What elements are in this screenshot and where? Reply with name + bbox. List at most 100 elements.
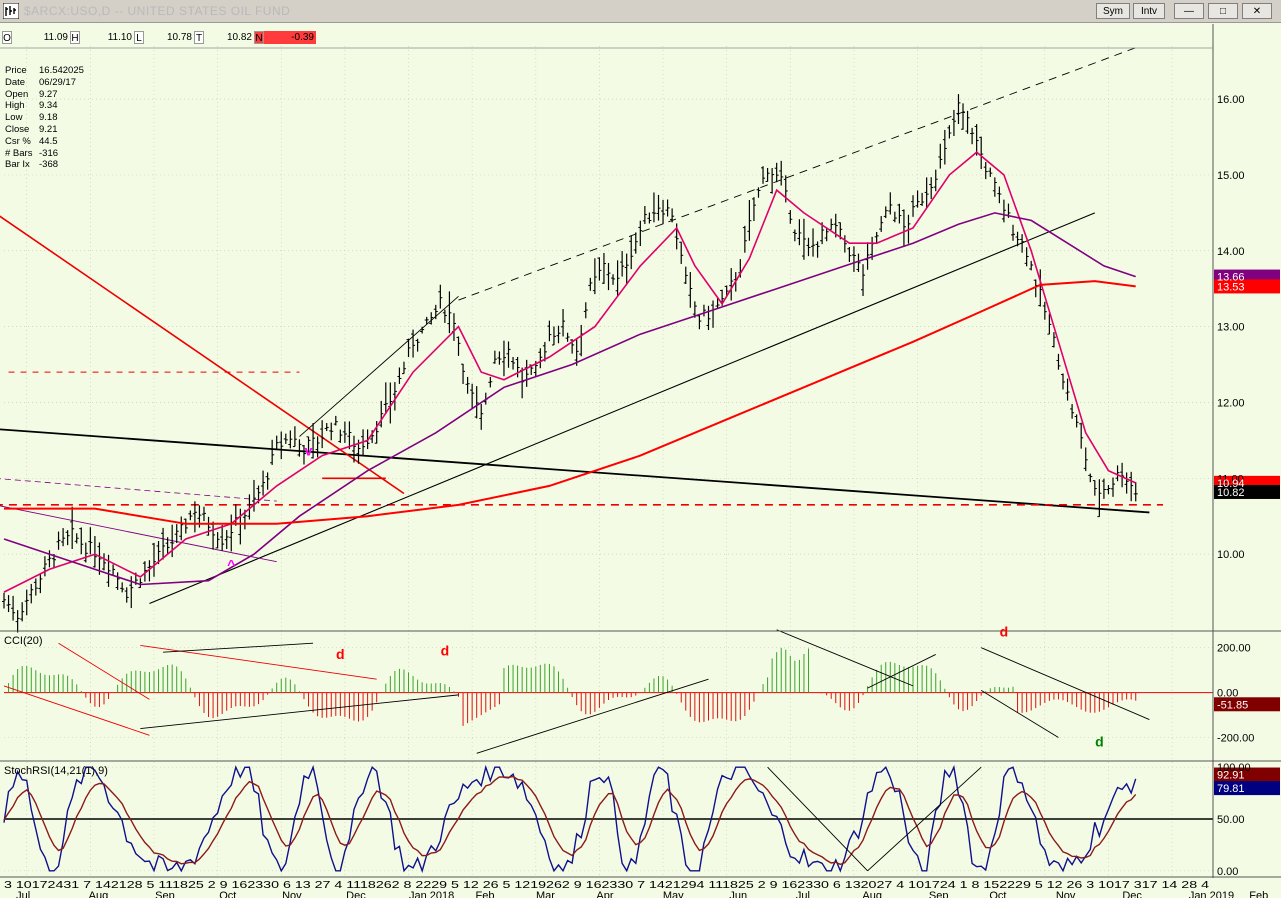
info-key: Date	[5, 76, 26, 88]
close-label: T	[194, 31, 204, 44]
x-axis-month-label: Sep	[929, 890, 949, 898]
x-axis-month-label: Dec	[346, 890, 366, 898]
info-value: 06/29/17	[39, 76, 76, 88]
info-row: Date 06/29/17	[5, 77, 84, 89]
y-tick-label: 0.00	[1217, 866, 1238, 878]
cci-trendline	[476, 678, 709, 754]
x-axis-month-label: Aug	[862, 890, 882, 898]
grid-lines	[4, 46, 1213, 876]
channel-lower	[149, 212, 1096, 604]
cci-trendline	[867, 654, 936, 689]
x-axis-month-label: Nov	[1056, 890, 1076, 898]
info-key: Csr %	[5, 135, 31, 147]
stoch-badge-label: 79.81	[1217, 783, 1245, 795]
x-axis-month-label: Jul	[796, 890, 810, 898]
info-key: Low	[5, 112, 23, 124]
info-row: # Bars -316	[5, 148, 84, 160]
stoch-trendline	[767, 766, 868, 872]
cci-trendline	[981, 647, 1150, 720]
close-icon[interactable]: ✕	[1242, 3, 1272, 19]
y-tick-label: 13.00	[1217, 322, 1245, 334]
x-axis-month-label: Mar	[536, 890, 555, 898]
window-titlebar: $ARCX:USO,D -- UNITED STATES OIL FUND Sy…	[0, 0, 1281, 23]
chart-app-icon	[3, 3, 19, 19]
stoch-trendline	[867, 766, 982, 872]
cci-badge	[1214, 697, 1280, 712]
cci-trendline	[163, 642, 314, 653]
ma-line-ema_fast	[3, 151, 1137, 593]
moving-averages	[3, 151, 1137, 593]
x-axis-month-label: Jun	[729, 890, 747, 898]
info-key: Close	[5, 123, 30, 135]
y-tick-label: 12.00	[1217, 397, 1245, 409]
x-axis-month-label: Jul	[16, 890, 30, 898]
cci-histogram	[3, 629, 1213, 754]
stoch-badge	[1214, 781, 1280, 796]
price-annotation: ^	[227, 556, 235, 572]
y-tick-label: 14.00	[1217, 246, 1245, 258]
net-change-label: N	[254, 31, 264, 44]
info-key: High	[5, 100, 25, 112]
info-key: Open	[5, 88, 29, 100]
trendline-long-term	[0, 428, 1150, 514]
y-tick-label: 50.00	[1217, 814, 1245, 826]
channel-upper	[458, 45, 1141, 301]
trendlines	[0, 45, 1164, 604]
ma-line-sma_mid	[3, 212, 1136, 586]
price-badge	[1214, 484, 1280, 499]
maximize-icon[interactable]: □	[1208, 3, 1238, 19]
info-value: 44.5	[39, 135, 58, 147]
info-value: 9.21	[39, 123, 58, 135]
trendline-red-descending	[0, 215, 405, 495]
info-key: Bar Ix	[5, 159, 30, 171]
x-axis-day-labels: 3 10172431 7 142128 5 111825 2 9 162330 …	[4, 879, 1209, 891]
y-tick-label: 100.00	[1217, 762, 1251, 774]
y-tick-label: 16.00	[1217, 94, 1245, 106]
cursor-info-box: Price 16.542025 Date 06/29/17 Open 9.27 High 9.…	[5, 65, 84, 171]
info-row: Open 9.27	[5, 89, 84, 101]
y-tick-label: 11.00	[1217, 473, 1244, 485]
y-tick-label: 200.00	[1217, 643, 1251, 655]
cci-annotation: d	[441, 643, 450, 659]
x-axis-month-label: Aug	[89, 890, 109, 898]
info-key: Price	[5, 65, 27, 76]
x-axis-month-label: Nov	[282, 890, 302, 898]
price-badge-label: 13.66	[1217, 272, 1245, 284]
axes	[0, 24, 1281, 878]
info-value: 9.34	[39, 100, 58, 112]
cci-annotation: d	[336, 646, 345, 662]
symbol-button[interactable]: Sym	[1096, 3, 1130, 19]
price-badge-label: 10.82	[1217, 487, 1245, 499]
stochrsi-label: StochRSI(14,21(1),9)	[4, 765, 108, 777]
cci-trendline	[776, 629, 914, 687]
stoch-badge	[1214, 767, 1280, 782]
trendline-purple	[0, 505, 277, 563]
chart-text: 16.00 15.00 14.00 13.00 12.00 11.00 10.00 200.0…	[4, 94, 1268, 898]
info-value: 16.542025	[39, 65, 84, 76]
stochrsi-signal-line	[3, 775, 1137, 866]
price-badge	[1214, 279, 1280, 294]
interval-button[interactable]: Intv	[1133, 3, 1165, 19]
x-axis-month-label: Sep	[155, 890, 175, 898]
ma-line-sma_slow	[4, 280, 1136, 525]
info-row: Low 9.18	[5, 112, 84, 124]
cci-trendline	[58, 642, 150, 700]
cci-trendline	[3, 685, 150, 736]
x-axis-month-label: Feb	[476, 890, 495, 898]
cci-badge-label: -51.85	[1217, 699, 1248, 711]
x-axis-month-label: Jan 2019	[1189, 890, 1234, 898]
channel-segment	[299, 295, 459, 437]
stochrsi-lines	[3, 764, 1213, 874]
x-axis-month-label: May	[663, 890, 684, 898]
x-axis-month-label: Oct	[989, 890, 1006, 898]
info-value: 9.27	[39, 88, 58, 100]
ohlc-readout: O 11.09 H 11.10 L 10.78 T 10.82 N -0.39	[0, 31, 318, 44]
cci-trendline	[140, 694, 459, 730]
info-value: -368	[39, 159, 59, 171]
price-annotation: v	[305, 443, 313, 459]
minimize-icon[interactable]: —	[1174, 3, 1204, 19]
y-tick-label: -200.00	[1217, 733, 1254, 745]
cci-trendline	[980, 690, 1059, 738]
info-value: 9.18	[39, 112, 58, 124]
